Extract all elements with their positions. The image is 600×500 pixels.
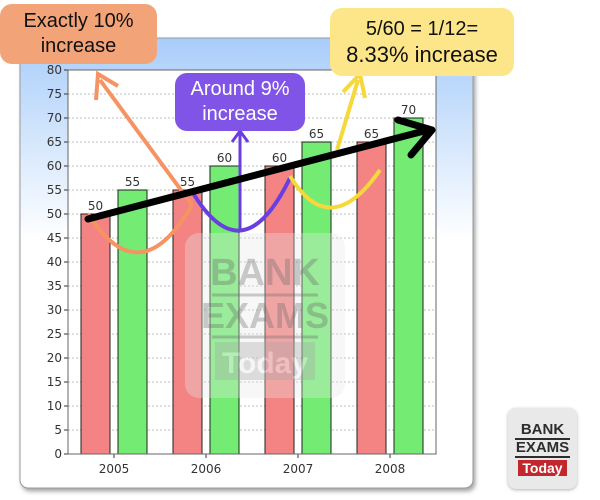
y-tick-label: 60 xyxy=(47,159,62,173)
y-tick-label: 25 xyxy=(47,327,62,341)
y-tick-label: 55 xyxy=(47,183,62,197)
annotation-3-line2: 8.33% increase xyxy=(346,42,498,67)
yellow-arrow-shaft xyxy=(335,79,360,151)
yellow-arc xyxy=(288,168,382,210)
y-tick-label: 50 xyxy=(47,207,62,221)
axes: 0 5 10 15 20 25 30 35 40 45 50 55 60 65 70 75 80 2005 2006… xyxy=(47,63,437,476)
annotation-1-line1: Exactly 10% xyxy=(23,10,134,32)
bar xyxy=(80,213,111,455)
y-tick-label: 45 xyxy=(47,231,62,245)
bar-value-label: 70 xyxy=(401,103,416,117)
y-tick-label: 80 xyxy=(47,63,62,77)
bar xyxy=(356,141,387,455)
bar-value-label: 65 xyxy=(309,127,324,141)
bar-value-label: 55 xyxy=(180,175,195,189)
annotation-exactly-10-percent: Exactly 10% increase xyxy=(0,4,157,64)
x-tick-label: 2006 xyxy=(191,462,222,476)
y-tick-label: 40 xyxy=(47,255,62,269)
watermark-line3: Today xyxy=(222,347,308,380)
trend-arrow-head xyxy=(394,116,436,159)
orange-arrow-shaft xyxy=(98,78,194,207)
brand-logo: BANK EXAMS Today xyxy=(508,408,577,489)
bar-value-label: 50 xyxy=(88,199,103,213)
bar-value-label: 60 xyxy=(272,151,287,165)
annotation-1-line2: increase xyxy=(40,35,117,57)
purple-arc xyxy=(191,177,292,233)
annotation-around-9-percent: Around 9% increase xyxy=(175,73,305,131)
logo-line3: Today xyxy=(518,459,567,476)
y-tick-label: 35 xyxy=(47,279,62,293)
y-tick-label: 30 xyxy=(47,303,62,317)
annotation-3-line1: 5/60 = 1/12= xyxy=(365,18,479,40)
bar xyxy=(393,117,424,455)
trend-arrow-shaft xyxy=(84,126,432,223)
x-tick-label: 2007 xyxy=(283,462,314,476)
y-tick-label: 0 xyxy=(54,447,62,461)
y-tick-label: 65 xyxy=(47,135,62,149)
watermark-line1: BANK xyxy=(210,252,320,294)
annotation-marks xyxy=(84,69,436,255)
annotation-2-line2: increase xyxy=(202,103,278,125)
annotation-2-line1: Around 9% xyxy=(190,78,290,100)
y-tick-label: 70 xyxy=(47,111,62,125)
bar-value-label: 60 xyxy=(217,151,232,165)
orange-arrow-head xyxy=(94,70,120,101)
y-tick-label: 10 xyxy=(47,399,62,413)
watermark-line2: EXAMS xyxy=(201,295,329,336)
y-tick-label: 15 xyxy=(47,375,62,389)
logo-line1: BANK xyxy=(520,420,565,438)
logo-line2: EXAMS xyxy=(514,437,571,458)
x-tick-label: 2008 xyxy=(375,462,406,476)
bar xyxy=(117,189,148,455)
bar xyxy=(301,141,332,455)
y-tick-label: 5 xyxy=(54,423,62,437)
watermark-logo: BANK EXAMS Today xyxy=(185,233,345,398)
plot-border xyxy=(67,69,437,455)
x-tick-label: 2005 xyxy=(99,462,130,476)
annotation-8-33-percent: 5/60 = 1/12= 8.33% increase xyxy=(330,8,514,76)
y-tick-label: 20 xyxy=(47,351,62,365)
y-tick-label: 75 xyxy=(47,87,62,101)
bars: 50 55 55 60 60 65 65 70 xyxy=(80,103,424,455)
orange-arc xyxy=(86,203,194,255)
bar-value-label: 65 xyxy=(364,127,379,141)
purple-arrow-head xyxy=(230,128,250,143)
bar-value-label: 55 xyxy=(125,175,140,189)
bar xyxy=(209,165,240,455)
